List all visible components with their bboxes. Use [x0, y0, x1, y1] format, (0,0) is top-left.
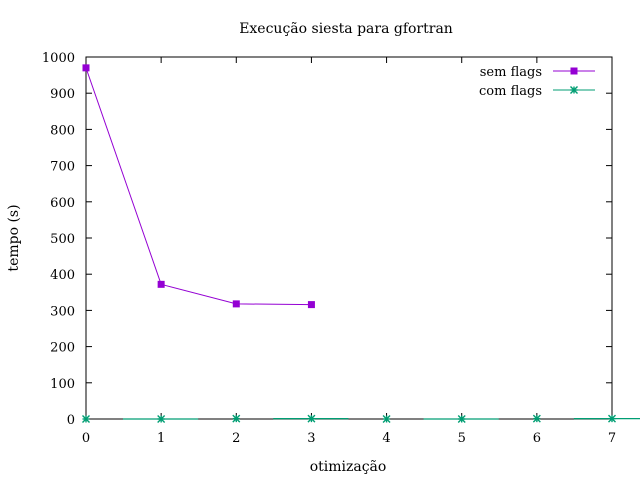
- x-tick-label: 6: [533, 431, 541, 446]
- legend-label: com flags: [479, 84, 542, 99]
- data-point: [82, 415, 90, 423]
- series-0: [82, 64, 315, 309]
- y-tick-label: 700: [50, 160, 75, 175]
- point-stroke: [382, 415, 391, 423]
- x-tick-label: 1: [157, 431, 165, 446]
- plot-border: [85, 56, 613, 420]
- data-point: [457, 415, 466, 423]
- series-layer: [82, 64, 640, 423]
- y-tick-label: 600: [50, 196, 75, 211]
- legend-label: sem flags: [480, 65, 542, 80]
- x-tick-label: 3: [307, 431, 315, 446]
- y-tick-label: 200: [50, 341, 75, 356]
- y-axis-label: tempo (s): [6, 204, 22, 271]
- data-point: [82, 64, 90, 72]
- data-point: [608, 414, 616, 423]
- data-point: [307, 414, 316, 423]
- x-tick-label: 0: [82, 431, 90, 446]
- data-point: [307, 301, 315, 309]
- data-point: [157, 415, 166, 423]
- point-stroke: [608, 414, 616, 423]
- x-tick-label: 5: [458, 431, 466, 446]
- data-point: [157, 280, 165, 288]
- data-point: [232, 300, 240, 308]
- chart-title: Execução siesta para gfortran: [239, 21, 453, 37]
- point-stroke: [532, 414, 541, 423]
- legend-marker: [570, 67, 578, 75]
- series-line: [85, 67, 312, 306]
- x-tick-label: 2: [232, 431, 240, 446]
- y-tick-label: 0: [67, 413, 75, 428]
- y-tick-label: 1000: [42, 51, 75, 66]
- data-point: [532, 414, 541, 423]
- x-axis-label: otimização: [310, 459, 387, 475]
- series-1: [82, 414, 640, 423]
- point-stroke: [307, 414, 316, 423]
- point-stroke: [570, 86, 578, 94]
- y-axis-ticks: 0 100 200 300 400 500 600 700 800 900 1000: [42, 51, 612, 428]
- y-tick-label: 300: [50, 304, 75, 319]
- point-stroke: [157, 415, 166, 423]
- legend: sem flags com flags: [479, 65, 595, 99]
- legend-marker: [570, 86, 578, 94]
- point-stroke: [457, 415, 466, 423]
- x-tick-label: 4: [382, 431, 390, 446]
- y-tick-label: 800: [50, 123, 75, 138]
- point-stroke: [232, 414, 241, 423]
- data-point: [232, 414, 241, 423]
- data-point: [382, 415, 391, 423]
- y-tick-label: 900: [50, 87, 75, 102]
- point-stroke: [82, 415, 90, 423]
- plot-frame: [85, 56, 613, 420]
- x-axis-ticks: 0 1 2 3 4 5 6 7: [82, 57, 616, 446]
- y-tick-label: 500: [50, 232, 75, 247]
- y-tick-label: 100: [50, 377, 75, 392]
- y-tick-label: 400: [50, 268, 75, 283]
- x-tick-label: 7: [608, 431, 616, 446]
